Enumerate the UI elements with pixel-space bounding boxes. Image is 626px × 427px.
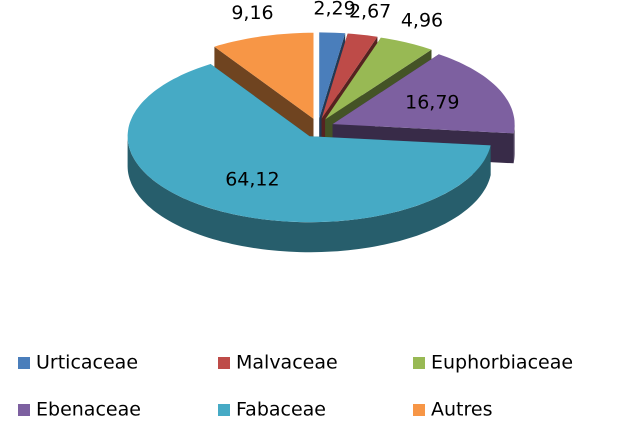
data-label: 2,67 [349, 0, 391, 22]
legend-swatch [218, 404, 230, 416]
data-label: 9,16 [231, 2, 273, 24]
legend-swatch [18, 404, 30, 416]
slice [325, 37, 432, 120]
legend-swatch [413, 357, 425, 369]
slice [321, 33, 378, 119]
data-label: 2,29 [313, 0, 355, 20]
slice-side [513, 124, 515, 164]
data-label: 64,12 [225, 169, 279, 191]
legend-label: Ebenaceae [36, 399, 141, 421]
legend-label: Euphorbiaceae [431, 352, 573, 374]
data-label: 16,79 [405, 92, 459, 114]
legend-swatch [413, 404, 425, 416]
legend-swatch [218, 357, 230, 369]
slice-side [127, 136, 491, 253]
legend-label: Malvaceae [236, 352, 338, 374]
slice [127, 64, 491, 223]
data-label: 4,96 [401, 9, 443, 31]
legend-label: Urticaceae [36, 352, 138, 374]
slice [332, 54, 515, 134]
slice [214, 32, 314, 119]
legend-label: Fabaceae [236, 399, 326, 421]
legend-swatch [18, 357, 30, 369]
legend-label: Autres [431, 399, 492, 421]
slice [319, 32, 346, 119]
